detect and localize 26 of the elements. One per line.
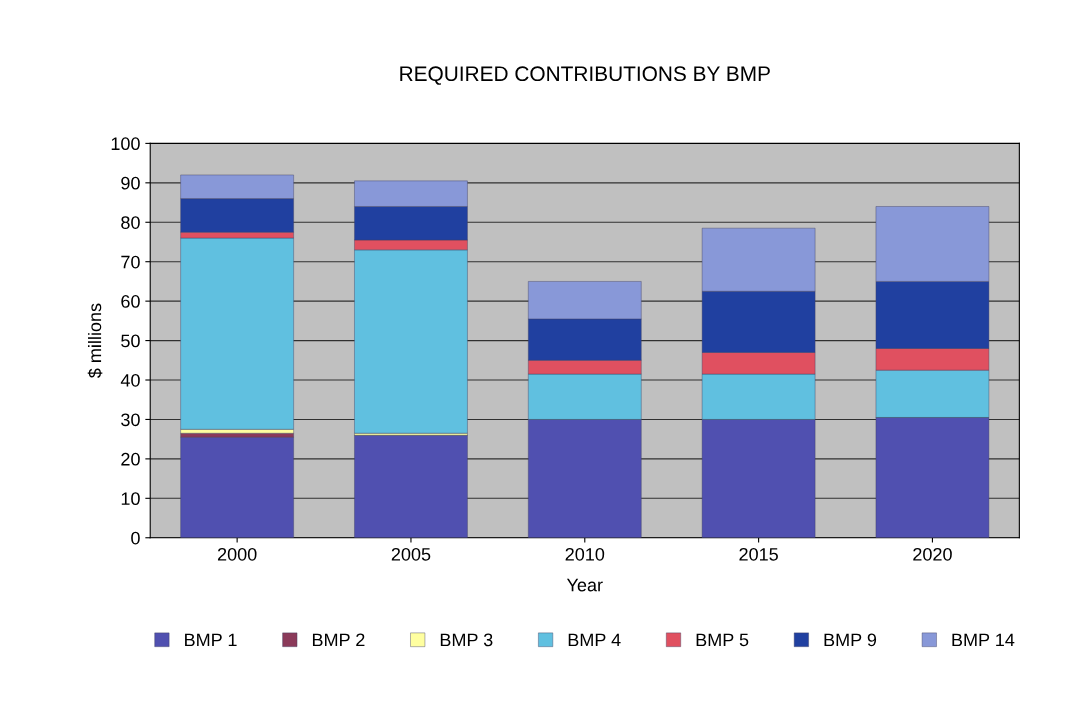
legend-label: BMP 9 bbox=[824, 633, 877, 647]
y-tick-label: 40 bbox=[120, 373, 140, 387]
y-tick-label: 50 bbox=[121, 334, 140, 348]
chart-title: REQUIRED CONTRIBUTIONS BY BMP bbox=[400, 66, 770, 85]
legend-label: BMP 5 bbox=[696, 633, 749, 647]
x-tick-label: 2010 bbox=[565, 547, 605, 561]
legend-label: BMP 3 bbox=[440, 633, 493, 647]
y-tick-label: 70 bbox=[121, 255, 140, 269]
y-tick-label: 20 bbox=[121, 452, 140, 466]
y-tick-label: 10 bbox=[121, 492, 140, 506]
legend-label: BMP 2 bbox=[312, 633, 365, 647]
y-tick-label: 90 bbox=[121, 176, 140, 190]
y-tick-label: 30 bbox=[121, 413, 140, 427]
legend-label: BMP 14 bbox=[952, 633, 1015, 647]
x-tick-label: 2005 bbox=[391, 547, 431, 561]
x-tick-label: 2020 bbox=[913, 547, 952, 561]
x-axis-title: Year bbox=[566, 578, 603, 592]
y-axis-title: $ millions bbox=[87, 303, 103, 379]
x-tick-label: 2000 bbox=[217, 547, 257, 561]
y-tick-label: 100 bbox=[111, 137, 140, 151]
y-tick-label: 0 bbox=[131, 531, 140, 545]
y-tick-label: 60 bbox=[121, 295, 140, 308]
x-tick-label: 2015 bbox=[739, 547, 778, 561]
legend-label: BMP 1 bbox=[185, 633, 237, 647]
y-tick-label: 80 bbox=[121, 216, 140, 229]
legend-label: BMP 4 bbox=[568, 633, 621, 647]
